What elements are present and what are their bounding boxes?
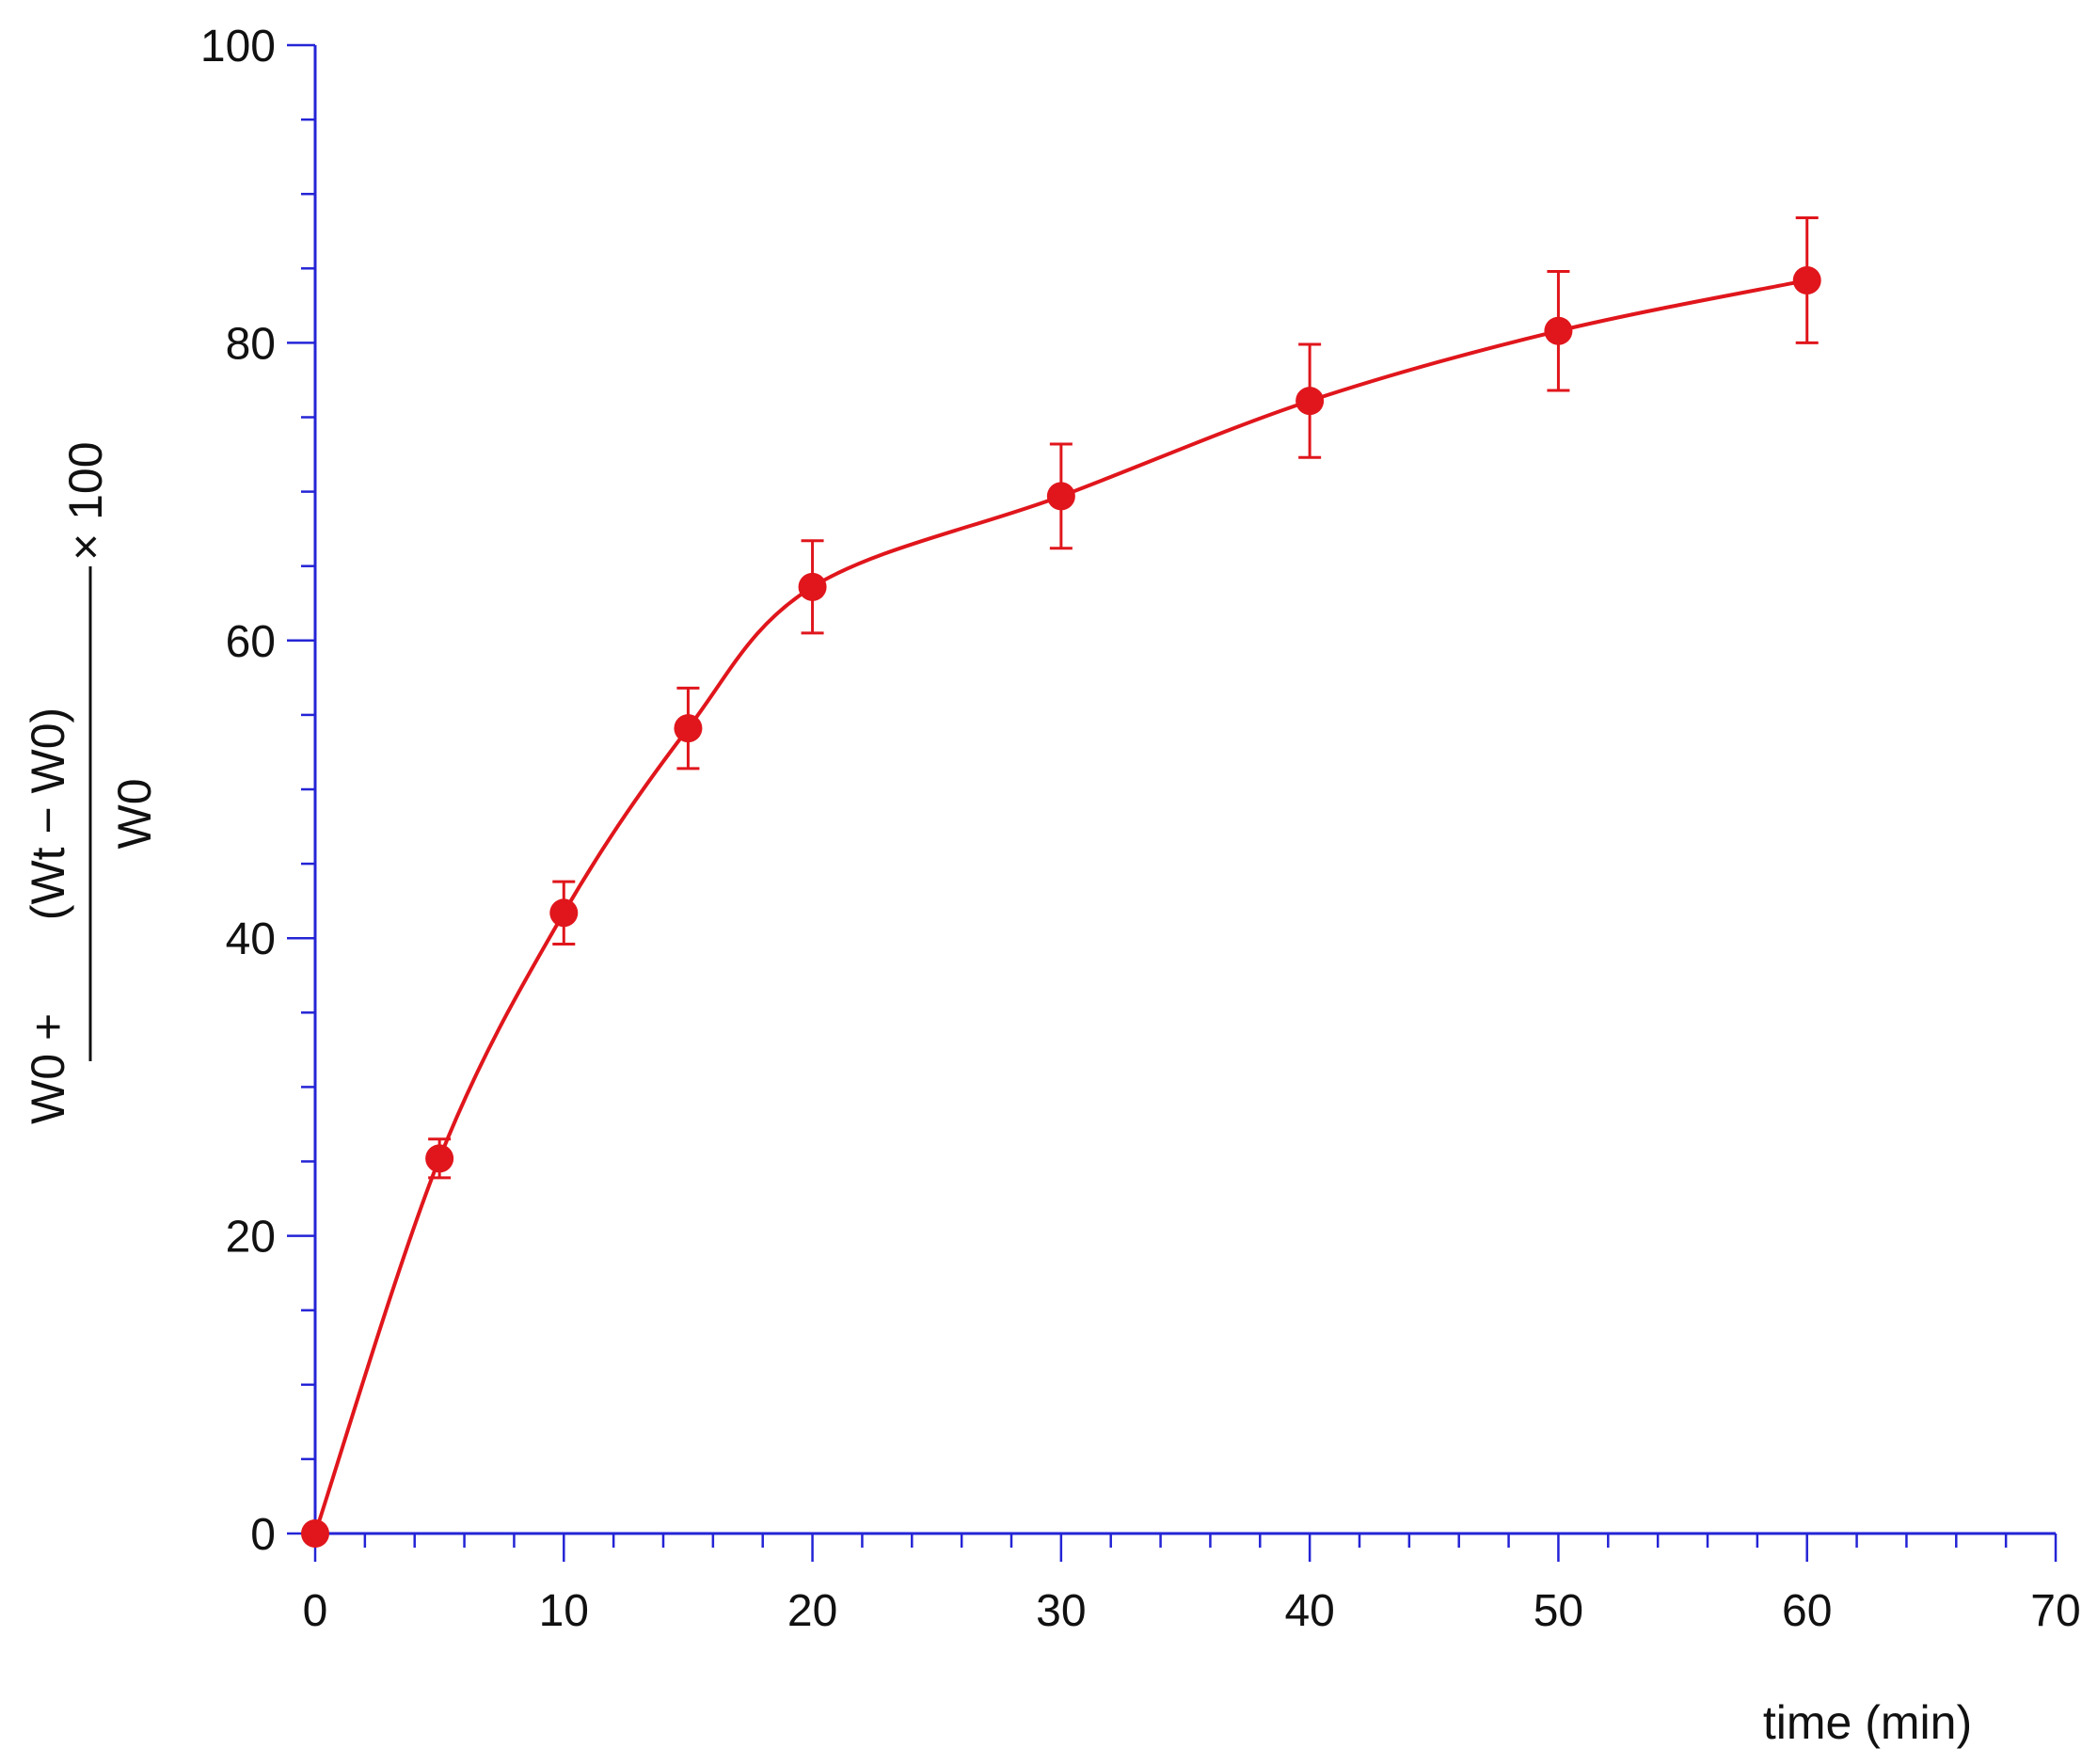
x-tick-label: 40 xyxy=(1284,1586,1334,1636)
x-tick-label: 60 xyxy=(1782,1586,1832,1636)
y-axis-label-suffix: × 100 xyxy=(59,441,112,561)
y-tick-label: 100 xyxy=(200,22,276,72)
x-axis-label: time (min) xyxy=(1763,1696,1972,1749)
x-tick-labels: 0 10 20 30 40 50 60 70 xyxy=(303,1586,2081,1636)
y-axis-label-numerator: (Wt − W0) xyxy=(22,707,74,920)
y-tick-label: 80 xyxy=(226,319,276,369)
x-tick-label: 0 xyxy=(303,1586,328,1636)
axes xyxy=(287,43,2058,1562)
y-tick-labels: 0 20 40 60 80 100 xyxy=(200,22,276,1560)
data-point xyxy=(425,1144,454,1173)
data-point xyxy=(549,898,579,928)
x-tick-label: 70 xyxy=(2030,1586,2080,1636)
data-point xyxy=(674,714,703,743)
data-point xyxy=(1295,387,1325,416)
data-point xyxy=(1046,482,1075,511)
x-tick-label: 50 xyxy=(1534,1586,1583,1636)
y-axis-label-denominator: W0 xyxy=(108,779,161,850)
y-tick-label: 0 xyxy=(250,1510,276,1560)
x-tick-label: 10 xyxy=(539,1586,589,1636)
data-point xyxy=(301,1519,329,1548)
y-tick-label: 60 xyxy=(226,617,276,667)
data-point xyxy=(1792,265,1821,294)
x-tick-label: 20 xyxy=(787,1586,837,1636)
x-tick-label: 30 xyxy=(1036,1586,1086,1636)
y-axis-label-prefix: W0 + xyxy=(22,1013,74,1124)
y-tick-label: 40 xyxy=(226,914,276,964)
data-point xyxy=(1544,316,1573,345)
data-point xyxy=(798,572,827,601)
y-axis-label: W0 + (Wt − W0) W0 × 100 xyxy=(22,441,161,1124)
plot-area xyxy=(301,216,1821,1548)
y-tick-label: 20 xyxy=(226,1213,276,1263)
